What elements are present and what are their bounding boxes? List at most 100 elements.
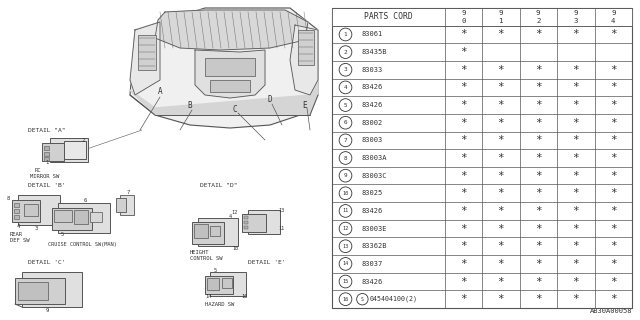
- Text: *: *: [573, 65, 579, 75]
- Bar: [207, 278, 219, 290]
- Text: *: *: [460, 259, 467, 269]
- Text: 13: 13: [342, 244, 349, 249]
- Text: 5: 5: [60, 231, 63, 236]
- Text: *: *: [573, 206, 579, 216]
- Text: *: *: [497, 224, 504, 234]
- Text: 3: 3: [35, 226, 38, 230]
- Circle shape: [339, 63, 352, 76]
- Bar: [222, 278, 232, 288]
- Text: 83003: 83003: [361, 137, 383, 143]
- Text: *: *: [610, 171, 616, 181]
- Bar: [192, 222, 224, 244]
- Text: *: *: [497, 83, 504, 92]
- Text: 1: 1: [344, 32, 348, 37]
- Text: *: *: [535, 135, 541, 145]
- Text: 5: 5: [213, 268, 216, 273]
- Text: *: *: [610, 118, 616, 128]
- Text: *: *: [497, 206, 504, 216]
- Text: 16: 16: [241, 294, 247, 300]
- Text: 83003A: 83003A: [361, 155, 387, 161]
- Text: *: *: [460, 206, 467, 216]
- Bar: [18, 282, 48, 300]
- Text: *: *: [610, 29, 616, 39]
- Bar: [44, 146, 49, 150]
- Text: 5: 5: [344, 102, 348, 108]
- Text: 2: 2: [344, 50, 348, 55]
- Bar: [120, 195, 134, 215]
- Text: CONTROL SW: CONTROL SW: [190, 256, 223, 261]
- Text: *: *: [497, 135, 504, 145]
- Text: 9: 9: [344, 173, 348, 178]
- Polygon shape: [130, 80, 318, 115]
- Text: *: *: [497, 294, 504, 304]
- Text: *: *: [573, 224, 579, 234]
- Text: CRUISE CONTROL SW(MAN): CRUISE CONTROL SW(MAN): [48, 242, 116, 247]
- Text: AB30A00058: AB30A00058: [589, 308, 632, 314]
- Bar: [244, 216, 248, 219]
- Text: *: *: [497, 276, 504, 286]
- Text: *: *: [610, 241, 616, 251]
- Text: 11: 11: [278, 226, 284, 230]
- Text: 83426: 83426: [361, 278, 383, 284]
- Text: *: *: [497, 100, 504, 110]
- Text: *: *: [573, 188, 579, 198]
- Circle shape: [339, 258, 352, 270]
- Text: *: *: [497, 241, 504, 251]
- Text: *: *: [610, 65, 616, 75]
- Text: 9: 9: [611, 10, 616, 16]
- Polygon shape: [195, 50, 265, 98]
- Text: *: *: [460, 224, 467, 234]
- Polygon shape: [130, 8, 318, 128]
- Text: *: *: [460, 65, 467, 75]
- Text: *: *: [573, 153, 579, 163]
- Circle shape: [339, 28, 352, 41]
- Text: DETAIL 'E': DETAIL 'E': [248, 260, 285, 265]
- Text: *: *: [460, 83, 467, 92]
- Circle shape: [339, 81, 352, 94]
- Text: *: *: [573, 241, 579, 251]
- Polygon shape: [155, 10, 308, 50]
- Text: 83037: 83037: [361, 261, 383, 267]
- Bar: [50, 138, 88, 162]
- Bar: [14, 215, 19, 219]
- Text: *: *: [460, 294, 467, 304]
- Text: *: *: [460, 153, 467, 163]
- Text: 9: 9: [536, 10, 541, 16]
- Text: *: *: [497, 188, 504, 198]
- Text: 9: 9: [573, 10, 578, 16]
- Bar: [332, 8, 632, 308]
- Text: *: *: [535, 171, 541, 181]
- Text: *: *: [610, 206, 616, 216]
- Bar: [58, 203, 110, 233]
- Bar: [210, 272, 246, 296]
- Text: *: *: [535, 276, 541, 286]
- Text: *: *: [610, 224, 616, 234]
- Text: 7: 7: [344, 138, 348, 143]
- Text: *: *: [460, 171, 467, 181]
- Text: 83061: 83061: [361, 31, 383, 37]
- Text: *: *: [573, 100, 579, 110]
- Bar: [116, 198, 126, 212]
- Text: B: B: [188, 100, 192, 109]
- Text: *: *: [460, 47, 467, 57]
- Text: DETAIL "D": DETAIL "D": [200, 183, 237, 188]
- Text: 15: 15: [342, 279, 349, 284]
- Bar: [52, 208, 92, 230]
- Text: *: *: [573, 276, 579, 286]
- Bar: [12, 200, 40, 222]
- Circle shape: [339, 222, 352, 235]
- Text: 83362B: 83362B: [361, 243, 387, 249]
- Text: *: *: [497, 118, 504, 128]
- Text: *: *: [610, 294, 616, 304]
- Text: *: *: [610, 153, 616, 163]
- Bar: [18, 195, 60, 225]
- Text: PARTS CORD: PARTS CORD: [364, 12, 413, 21]
- Text: 16: 16: [342, 297, 349, 302]
- Text: *: *: [535, 224, 541, 234]
- Bar: [14, 209, 19, 213]
- Bar: [244, 221, 248, 224]
- Text: *: *: [573, 118, 579, 128]
- Text: 3: 3: [344, 67, 348, 72]
- Text: 4: 4: [229, 214, 232, 220]
- Text: 1: 1: [45, 159, 49, 164]
